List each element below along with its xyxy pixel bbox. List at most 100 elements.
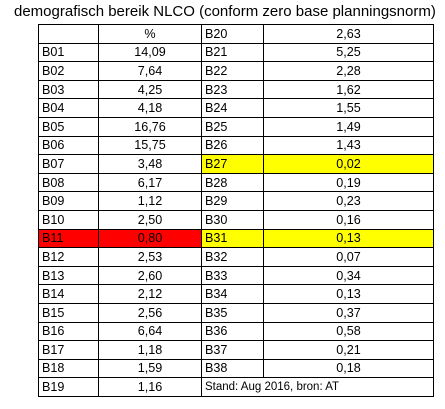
cell-value: 0,13 [263, 284, 434, 304]
cell-code: B31 [201, 228, 264, 249]
cell-value: 6,64 [98, 321, 202, 342]
header-percent-label: % [98, 24, 202, 44]
table-row: B14 2,12 B34 0,13 [38, 284, 434, 304]
cell-value: 2,60 [98, 265, 202, 286]
cell-code: B18 [38, 358, 99, 379]
cell-value: 15,75 [98, 135, 202, 156]
table-row: B04 4,18 B24 1,55 [38, 98, 434, 118]
cell-code: B33 [201, 265, 264, 286]
cell-code: B05 [38, 116, 99, 137]
table-row: B02 7,64 B22 2,28 [38, 61, 434, 81]
cell-value: 4,25 [98, 79, 202, 100]
cell-value: 0,21 [263, 340, 434, 360]
cell-code: B36 [201, 321, 264, 342]
header-left-code [38, 24, 99, 44]
cell-value: 0,19 [263, 172, 434, 193]
cell-value: 5,25 [263, 42, 434, 63]
cell-value: 2,63 [263, 24, 434, 44]
cell-code: B30 [201, 209, 264, 230]
table-row: B16 6,64 B36 0,58 [38, 321, 434, 342]
cell-code: B16 [38, 321, 99, 342]
cell-value: 0,02 [263, 154, 434, 174]
table-row: B08 6,17 B28 0,19 [38, 172, 434, 193]
cell-value: 0,34 [263, 265, 434, 286]
cell-value: 1,18 [98, 340, 202, 360]
cell-code: B32 [201, 247, 264, 267]
table-row: B06 15,75 B26 1,43 [38, 135, 434, 156]
cell-value: 1,49 [263, 116, 434, 137]
cell-value: 0,23 [263, 191, 434, 211]
cell-code: B08 [38, 172, 99, 193]
table-row: B07 3,48 B27 0,02 [38, 154, 434, 174]
cell-code: B37 [201, 340, 264, 360]
cell-code: B14 [38, 284, 99, 304]
cell-value: 7,64 [98, 61, 202, 81]
cell-value: 1,43 [263, 135, 434, 156]
cell-code: B09 [38, 191, 99, 211]
cell-value: 0,07 [263, 247, 434, 267]
cell-code: B06 [38, 135, 99, 156]
cell-code: B19 [38, 377, 99, 397]
cell-value: 2,28 [263, 61, 434, 81]
cell-value: 4,18 [98, 98, 202, 118]
table-row: B15 2,56 B35 0,37 [38, 302, 434, 323]
cell-code: B02 [38, 61, 99, 81]
cell-value: 16,76 [98, 116, 202, 137]
table-row: B05 16,76 B25 1,49 [38, 116, 434, 137]
table-row: B11 0,80 B31 0,13 [38, 228, 434, 249]
cell-value: 6,17 [98, 172, 202, 193]
table-body: % B20 2,63 B01 14,09 B21 5,25 B02 7,64 B22 2,28… [38, 24, 434, 397]
cell-code: B04 [38, 98, 99, 118]
cell-value: 2,53 [98, 247, 202, 267]
table-row: B18 1,59 B38 0,18 [38, 358, 434, 379]
cell-code: B29 [201, 191, 264, 211]
cell-code: B26 [201, 135, 264, 156]
table-row: B12 2,53 B32 0,07 [38, 247, 434, 267]
cell-value: 0,13 [263, 228, 434, 249]
cell-code: B23 [201, 79, 264, 100]
cell-code: B22 [201, 61, 264, 81]
cell-code: B15 [38, 302, 99, 323]
cell-code: B34 [201, 284, 264, 304]
cell-value: 0,18 [263, 358, 434, 379]
cell-value: 0,37 [263, 302, 434, 323]
table-row: B17 1,18 B37 0,21 [38, 340, 434, 360]
cell-value: 1,16 [98, 377, 202, 397]
cell-value: 2,56 [98, 302, 202, 323]
cell-value: 1,59 [98, 358, 202, 379]
cell-value: 3,48 [98, 154, 202, 174]
cell-code: B11 [38, 228, 99, 249]
cell-code: B21 [201, 42, 264, 63]
cell-code: B10 [38, 209, 99, 230]
page-title: demografisch bereik NLCO (conform zero b… [14, 3, 436, 20]
table-row: B13 2,60 B33 0,34 [38, 265, 434, 286]
cell-value: 14,09 [98, 42, 202, 63]
cell-value: 1,55 [263, 98, 434, 118]
cell-code: B24 [201, 98, 264, 118]
cell-code: B17 [38, 340, 99, 360]
cell-value: 1,62 [263, 79, 434, 100]
cell-value: 2,12 [98, 284, 202, 304]
cell-code: B13 [38, 265, 99, 286]
cell-code: B01 [38, 42, 99, 63]
table-row: B09 1,12 B29 0,23 [38, 191, 434, 211]
cell-code: B20 [201, 24, 264, 44]
source-note: Stand: Aug 2016, bron: AT [201, 377, 434, 397]
cell-value: 0,16 [263, 209, 434, 230]
cell-code: B35 [201, 302, 264, 323]
cell-value: 0,80 [98, 228, 202, 249]
cell-code: B25 [201, 116, 264, 137]
table-row: B03 4,25 B23 1,62 [38, 79, 434, 100]
table-row: B19 1,16 Stand: Aug 2016, bron: AT [38, 377, 434, 397]
cell-code: B27 [201, 154, 264, 174]
cell-code: B38 [201, 358, 264, 379]
cell-code: B12 [38, 247, 99, 267]
table-row: B10 2,50 B30 0,16 [38, 209, 434, 230]
cell-value: 1,12 [98, 191, 202, 211]
data-table: % B20 2,63 B01 14,09 B21 5,25 B02 7,64 B22 2,28… [38, 24, 434, 397]
cell-value: 0,58 [263, 321, 434, 342]
table-row: B01 14,09 B21 5,25 [38, 42, 434, 63]
table-header-row: % B20 2,63 [38, 24, 434, 44]
cell-code: B07 [38, 154, 99, 174]
cell-code: B03 [38, 79, 99, 100]
